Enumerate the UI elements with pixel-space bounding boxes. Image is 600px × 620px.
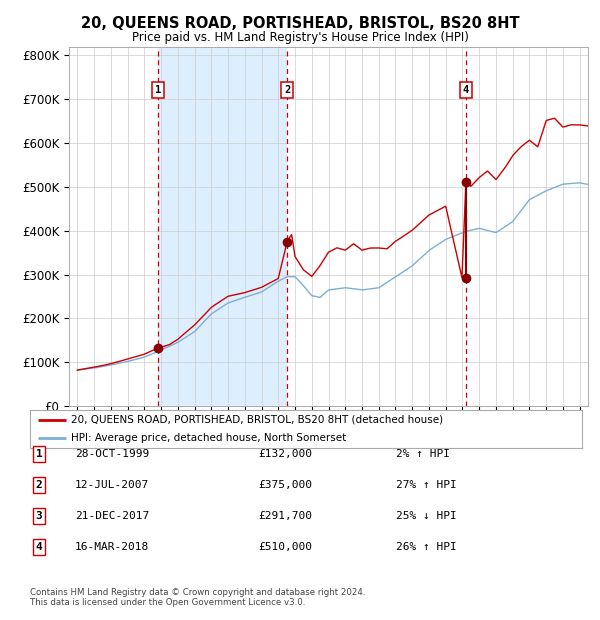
Bar [158,46,287,406]
Text: £291,700: £291,700 [258,511,312,521]
Text: £375,000: £375,000 [258,480,312,490]
Text: 1: 1 [35,449,43,459]
Text: 2: 2 [35,480,43,490]
Text: 20, QUEENS ROAD, PORTISHEAD, BRISTOL, BS20 8HT (detached house): 20, QUEENS ROAD, PORTISHEAD, BRISTOL, BS… [71,415,443,425]
Text: This data is licensed under the Open Government Licence v3.0.: This data is licensed under the Open Gov… [30,598,305,608]
Text: 4: 4 [463,86,469,95]
Text: 2: 2 [284,86,290,95]
Text: 1: 1 [155,86,161,95]
Text: 12-JUL-2007: 12-JUL-2007 [75,480,149,490]
Text: 16-MAR-2018: 16-MAR-2018 [75,542,149,552]
Text: 28-OCT-1999: 28-OCT-1999 [75,449,149,459]
Text: 25% ↓ HPI: 25% ↓ HPI [396,511,457,521]
Text: £132,000: £132,000 [258,449,312,459]
Text: HPI: Average price, detached house, North Somerset: HPI: Average price, detached house, Nort… [71,433,347,443]
Text: 4: 4 [35,542,43,552]
Text: Contains HM Land Registry data © Crown copyright and database right 2024.: Contains HM Land Registry data © Crown c… [30,588,365,597]
Text: £510,000: £510,000 [258,542,312,552]
Text: 21-DEC-2017: 21-DEC-2017 [75,511,149,521]
Text: 3: 3 [35,511,43,521]
Text: 27% ↑ HPI: 27% ↑ HPI [396,480,457,490]
Text: 2% ↑ HPI: 2% ↑ HPI [396,449,450,459]
Text: 26% ↑ HPI: 26% ↑ HPI [396,542,457,552]
Text: Price paid vs. HM Land Registry's House Price Index (HPI): Price paid vs. HM Land Registry's House … [131,31,469,44]
Text: 20, QUEENS ROAD, PORTISHEAD, BRISTOL, BS20 8HT: 20, QUEENS ROAD, PORTISHEAD, BRISTOL, BS… [80,16,520,30]
